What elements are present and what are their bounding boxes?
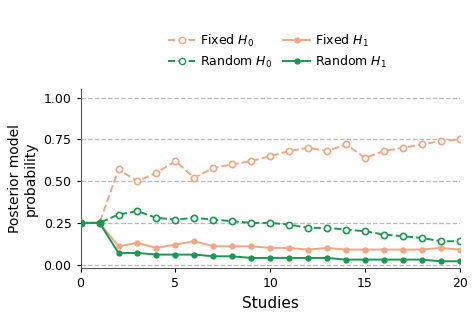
Legend: Fixed $H_0$, Random $H_0$, Fixed $H_1$, Random $H_1$: Fixed $H_0$, Random $H_0$, Fixed $H_1$, … <box>163 28 392 75</box>
X-axis label: Studies: Studies <box>242 295 299 310</box>
Y-axis label: Posterior model
probability: Posterior model probability <box>8 124 38 233</box>
